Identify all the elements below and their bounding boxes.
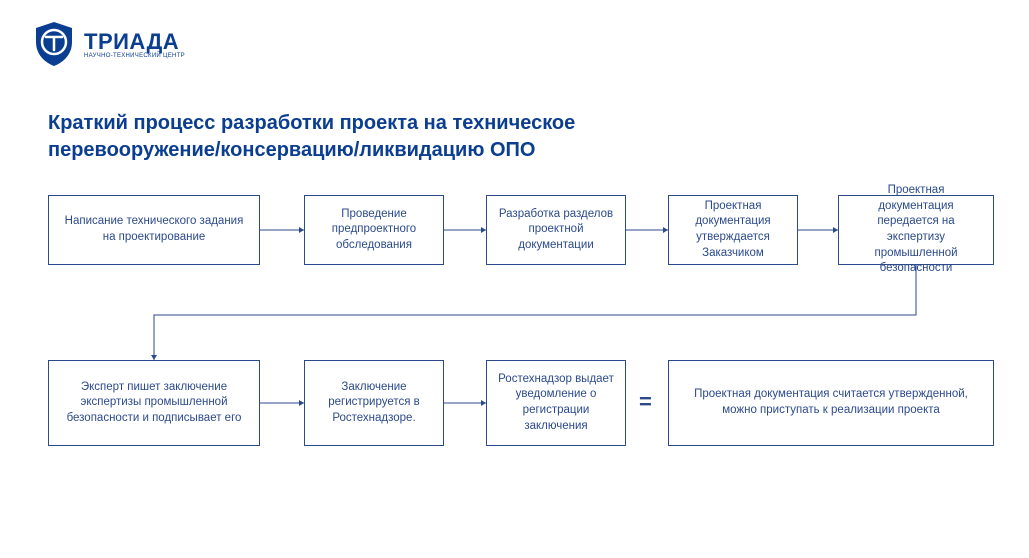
arrow-n7-n8 xyxy=(438,397,492,409)
arrow-n6-n7 xyxy=(254,397,310,409)
page-title: Краткий процесс разработки проекта на те… xyxy=(48,110,748,164)
equals-sign: = xyxy=(639,389,652,415)
flow-node-n6: Эксперт пишет заключение экспертизы пром… xyxy=(48,360,260,446)
flow-node-n5: Проектная документация передается на экс… xyxy=(838,195,994,265)
flow-node-n3: Разработка разделов проектной документац… xyxy=(486,195,626,265)
flow-node-n1: Написание технического задания на проект… xyxy=(48,195,260,265)
logo-text: ТРИАДА НАУЧНО-ТЕХНИЧЕСКИЙ ЦЕНТР xyxy=(84,29,185,59)
flow-node-n2: Проведение предпроектного обследования xyxy=(304,195,444,265)
logo: ТРИАДА НАУЧНО-ТЕХНИЧЕСКИЙ ЦЕНТР xyxy=(32,20,185,68)
arrow-n5-n6 xyxy=(148,259,922,366)
arrow-n3-n4 xyxy=(620,224,674,236)
logo-text-sub: НАУЧНО-ТЕХНИЧЕСКИЙ ЦЕНТР xyxy=(84,53,185,59)
logo-text-main: ТРИАДА xyxy=(84,29,185,55)
flow-node-n8: Ростехнадзор выдает уведомление о регист… xyxy=(486,360,626,446)
arrow-n1-n2 xyxy=(254,224,310,236)
arrow-n2-n3 xyxy=(438,224,492,236)
arrow-n4-n5 xyxy=(792,224,844,236)
flow-node-n7: Заключение регистрируется в Ростехнадзор… xyxy=(304,360,444,446)
flow-node-n9: Проектная документация считается утвержд… xyxy=(668,360,994,446)
flow-node-n4: Проектная документация утверждается Зака… xyxy=(668,195,798,265)
shield-icon xyxy=(32,20,76,68)
